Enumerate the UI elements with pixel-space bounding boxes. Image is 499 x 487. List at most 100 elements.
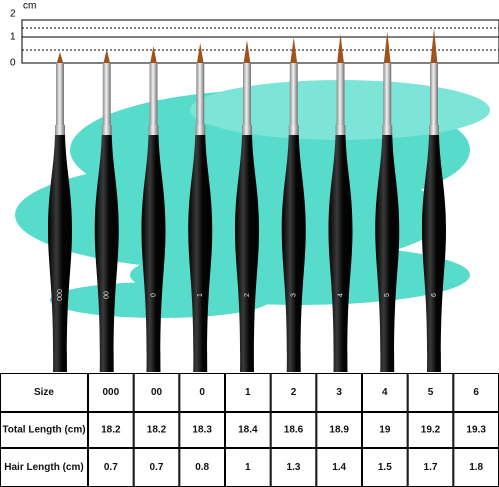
table-cell xyxy=(362,412,408,448)
table-cell xyxy=(133,412,180,448)
ruler-unit: cm xyxy=(23,1,36,12)
table-cell-text: 19 xyxy=(379,425,391,436)
table-cell-text: 1.7 xyxy=(424,462,438,473)
table-cell xyxy=(407,373,454,412)
brush-ferrule-ring xyxy=(335,125,346,135)
table-cell xyxy=(407,412,454,448)
brush-hair xyxy=(337,34,344,64)
brush-handle xyxy=(328,135,353,372)
table-cell xyxy=(225,412,271,448)
table-cell-text: 19.2 xyxy=(421,425,441,436)
table-cell-text: Size xyxy=(34,387,54,398)
table-cell-text: 18.4 xyxy=(238,425,258,436)
brush-handle xyxy=(375,135,400,372)
brush-size-label: 6 xyxy=(431,293,438,297)
table-cell-text: 1.8 xyxy=(469,462,483,473)
table-cell-text: 18.9 xyxy=(329,425,349,436)
table-cell-text: 0.7 xyxy=(150,462,164,473)
brush-hair xyxy=(383,31,391,64)
brush: 5 xyxy=(375,31,400,372)
table-cell-text: 3 xyxy=(336,387,342,398)
table-cell-text: 18.3 xyxy=(192,425,212,436)
ruler-label: 0 xyxy=(10,58,16,69)
brush-handle xyxy=(141,135,166,372)
table-cell-text: 6 xyxy=(473,387,479,398)
table-cell-text: 4 xyxy=(382,387,388,398)
brush-handle xyxy=(422,135,446,372)
ruler-label: 2 xyxy=(10,9,16,20)
table-cell xyxy=(362,373,408,412)
table-cell-text: 0 xyxy=(199,387,205,398)
brush: 000 xyxy=(48,52,72,372)
table-cell-text: 1 xyxy=(245,462,251,473)
brush-hair xyxy=(150,46,157,64)
brush-ferrule xyxy=(243,63,251,135)
table-cell-text: 000 xyxy=(102,387,119,398)
brush-ferrule xyxy=(383,63,392,135)
table-cell-text: Hair Length (cm) xyxy=(4,462,83,473)
brush-ferrule xyxy=(430,63,438,135)
table-cell-text: 18.6 xyxy=(284,425,304,436)
brush-handle xyxy=(281,135,306,372)
brush: 2 xyxy=(235,40,259,372)
table-cell xyxy=(179,373,225,412)
table-cell xyxy=(316,412,363,448)
table-cell xyxy=(0,412,88,448)
table-cell-text: 2 xyxy=(291,387,297,398)
brush: 4 xyxy=(328,34,353,372)
table-cell xyxy=(270,412,317,448)
brush: 0 xyxy=(141,46,166,372)
brush-ferrule xyxy=(56,63,64,135)
brush-ferrule-ring xyxy=(101,125,112,135)
table-cell xyxy=(225,373,271,412)
ruler: cm 2 1 0 xyxy=(10,1,499,69)
brush-ferrule-ring xyxy=(382,125,393,135)
brush-ferrule xyxy=(102,63,111,135)
brush: 3 xyxy=(281,37,306,372)
table-cell xyxy=(133,373,180,412)
brush-hair xyxy=(243,40,251,64)
table-cell-text: 00 xyxy=(151,387,163,398)
brush-size-label: 2 xyxy=(244,293,251,297)
brush-ferrule-ring xyxy=(429,125,439,135)
table-cell xyxy=(316,373,363,412)
brush-ferrule xyxy=(336,63,345,135)
brush: 00 xyxy=(94,49,119,372)
table-cell-text: 1.5 xyxy=(378,462,392,473)
brush-handle xyxy=(94,135,119,372)
brush-size-label: 3 xyxy=(291,293,298,297)
brush-size-label: 000 xyxy=(57,289,64,301)
brush-size-label: 4 xyxy=(337,293,344,297)
table-cell-text: Total Length (cm) xyxy=(2,425,85,436)
table-cell-text: 18.2 xyxy=(147,425,167,436)
table-cell xyxy=(88,412,134,448)
brush-handle xyxy=(48,135,72,372)
table-bg xyxy=(0,373,499,487)
table-cell-text: 19.3 xyxy=(466,425,486,436)
brush-ferrule-ring xyxy=(195,125,206,135)
table-cell xyxy=(270,373,317,412)
brush-ferrule-ring xyxy=(288,125,299,135)
brush: 1 xyxy=(188,43,213,372)
brush-size-label: 5 xyxy=(384,293,391,297)
brush-ferrule-ring xyxy=(55,125,65,135)
brush-ferrule xyxy=(149,63,158,135)
brush-size-label: 0 xyxy=(150,293,157,297)
brush-ferrule xyxy=(196,63,205,135)
brush-ferrule xyxy=(289,63,298,135)
table-cell xyxy=(179,412,225,448)
brush-hair xyxy=(430,28,438,64)
brush: 6 xyxy=(422,28,446,372)
brush-hair xyxy=(103,49,111,64)
brush-ferrule-ring xyxy=(242,125,252,135)
brush-handle xyxy=(235,135,259,372)
table-cell xyxy=(88,373,134,412)
brush-ferrule-ring xyxy=(148,125,159,135)
table-cell-text: 5 xyxy=(428,387,434,398)
table-cell-text: 0.7 xyxy=(104,462,118,473)
brush-hair xyxy=(56,52,64,64)
brushes: 000 00 0 1 2 3 4 5 6 xyxy=(48,28,446,372)
brush-size-label: 1 xyxy=(197,293,204,297)
